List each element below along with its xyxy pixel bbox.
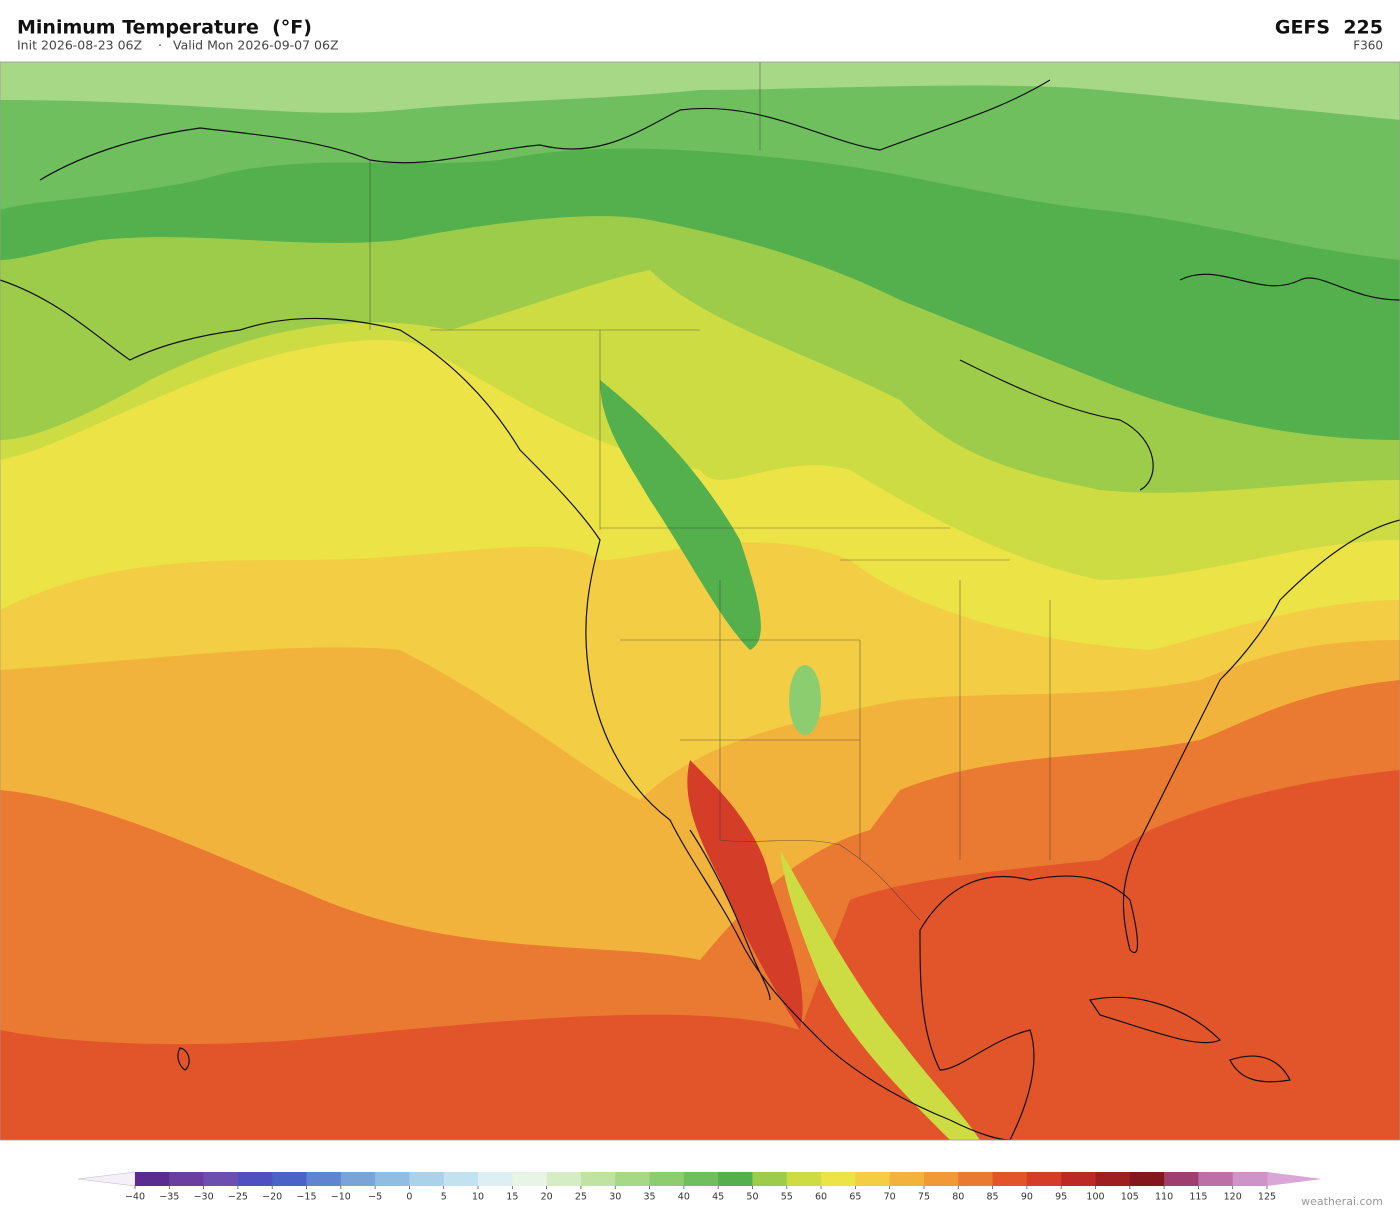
colorbar-segment [718,1172,753,1186]
colorbar-tick-label: 70 [884,1192,896,1203]
colorbar-tick-label: 25 [575,1192,587,1203]
colorbar-segment [169,1172,205,1186]
colorbar-segment [306,1172,342,1186]
temp-field [687,760,803,1030]
colorbar-tick-label: 80 [952,1192,964,1203]
colorbar-segment [1129,1172,1165,1186]
colorbar-segment [1061,1172,1096,1186]
colorbar-segment [340,1172,376,1186]
colorbar-segment [1026,1172,1062,1186]
colorbar-segment [1095,1172,1131,1186]
colorbar-tick-label: 120 [1224,1192,1242,1203]
colorbar-segment [855,1172,891,1186]
colorbar-segment [272,1172,308,1186]
colorbar-tick-label: 30 [609,1192,621,1203]
colorbar-tick-label: −10 [331,1192,351,1203]
separator: · [158,38,162,53]
colorbar-tick-label: −5 [368,1192,382,1203]
colorbar-segment [1198,1172,1234,1186]
colorbar-tick-label: 85 [987,1192,999,1203]
colorbar-tick-label: −20 [262,1192,282,1203]
colorbar-tick-label: −15 [296,1192,316,1203]
colorbar-segment [615,1172,651,1186]
colorbar-segment [923,1172,959,1186]
colorbar-segment [683,1172,719,1186]
temp-field [0,62,1400,120]
colorbar-segment [135,1172,170,1186]
colorbar-tick-label: 20 [541,1192,553,1203]
colorbar-tick-label: 125 [1258,1192,1276,1203]
map [0,62,1400,1140]
colorbar-segment [958,1172,994,1186]
colorbar-tick-label: 45 [712,1192,724,1203]
colorbar-segment [443,1172,479,1186]
colorbar-tick-label: 50 [746,1192,758,1203]
colorbar-under [77,1171,136,1187]
colorbar-tick-label: 105 [1121,1192,1139,1203]
colorbar-tick-label: 65 [849,1192,861,1203]
colorbar-tick-label: 75 [918,1192,930,1203]
init-time: Init 2026-08-23 06Z [17,38,142,53]
colorbar-segment [821,1172,856,1186]
colorbar-segment [649,1172,685,1186]
colorbar-tick-label: 35 [643,1192,655,1203]
temp-field [789,665,821,735]
colorbar-tick-label: 115 [1189,1192,1207,1203]
colorbar-tick-label: −25 [228,1192,248,1203]
colorbar-segment [752,1172,788,1186]
colorbar-tick-label: 95 [1055,1192,1067,1203]
colorbar-segment [786,1172,822,1186]
colorbar-tick-label: 110 [1155,1192,1173,1203]
colorbar-tick-label: 60 [815,1192,827,1203]
colorbar-segment [1232,1172,1268,1186]
colorbar-tick-label: −40 [125,1192,145,1203]
colorbar-segment [375,1172,410,1186]
colorbar-tick-label: 0 [406,1192,412,1203]
map-frame [0,61,1400,1141]
colorbar-tick-label: 55 [781,1192,793,1203]
colorbar-tick-label: 90 [1021,1192,1033,1203]
colorbar-tick-label: 40 [678,1192,690,1203]
forecast-hour: F360 [1353,39,1383,53]
colorbar-segment [203,1172,239,1186]
colorbar-tick-label: 100 [1086,1192,1104,1203]
temp-field [600,380,761,650]
colorbar-segment [546,1172,582,1186]
model-name: GEFS 225 [1275,17,1383,39]
valid-time: Valid Mon 2026-09-07 06Z [173,38,339,53]
colorbar-tick-label: 10 [472,1192,484,1203]
colorbar-tick-label: 5 [441,1192,447,1203]
colorbar-segment [478,1172,513,1186]
colorbar-segment [580,1172,616,1186]
colorbar-tick-label: 15 [506,1192,518,1203]
colorbar-over [1267,1172,1322,1186]
credit: weatherai.com [1301,1195,1383,1208]
colorbar-tick-label: −35 [159,1192,179,1203]
colorbar-segment [992,1172,1028,1186]
colorbar-segment [1164,1172,1199,1186]
colorbar-segment [512,1172,548,1186]
colorbar-tick-label: −30 [194,1192,214,1203]
colorbar-segment [889,1172,925,1186]
colorbar-segment [409,1172,445,1186]
colorbar: −40 −35 −30 −25 −20 −15 −10 −5 0 5 10 15 20 25 30 35 40 4… [77,1171,1322,1203]
colorbar-segment [237,1172,273,1186]
title: Minimum Temperature (°F) [17,17,312,39]
